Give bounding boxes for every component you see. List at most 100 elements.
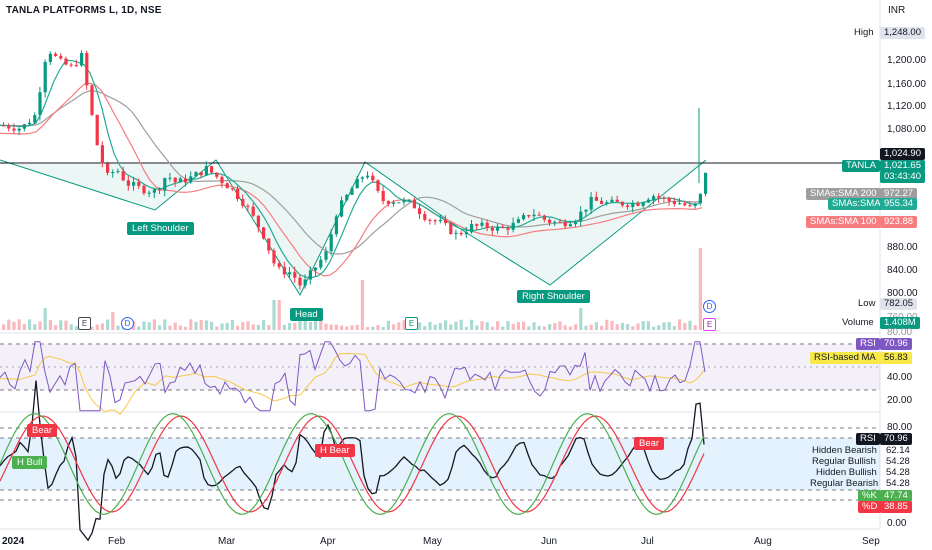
volume-bar bbox=[59, 320, 63, 330]
regular-bearish-value: 54.28 bbox=[886, 478, 910, 489]
earnings-badge-2[interactable]: E bbox=[405, 317, 418, 330]
candle-body bbox=[407, 199, 411, 201]
candle-body bbox=[329, 234, 333, 252]
candle-body bbox=[282, 266, 286, 275]
h-bull-label[interactable]: H Bull bbox=[12, 456, 48, 469]
candle-body bbox=[693, 203, 697, 206]
candle-body bbox=[376, 180, 380, 191]
volume-bar bbox=[589, 324, 593, 330]
regular-bullish-value: 54.28 bbox=[886, 456, 910, 467]
volume-bar bbox=[282, 324, 286, 330]
volume-bar bbox=[449, 324, 453, 330]
volume-bar bbox=[54, 325, 58, 330]
candle-body bbox=[652, 196, 656, 200]
candle-body bbox=[38, 92, 42, 116]
volume-bar bbox=[163, 319, 167, 330]
volume-bar bbox=[605, 319, 609, 330]
volume-bar bbox=[371, 326, 375, 330]
dividend-badge-2[interactable]: D bbox=[703, 300, 716, 313]
candle-body bbox=[220, 176, 224, 184]
hidden-bullish-value: 54.28 bbox=[886, 467, 910, 478]
volume-bar bbox=[652, 326, 656, 330]
candle-body bbox=[189, 176, 193, 183]
candle-body bbox=[236, 188, 240, 200]
volume-bar bbox=[168, 325, 172, 330]
volume-bar bbox=[516, 322, 520, 330]
sma50-value: 955.34 bbox=[880, 198, 918, 210]
hidden-bullish-label: Hidden Bullish bbox=[816, 467, 877, 478]
sma50-label: SMAs:SMA 50 bbox=[828, 198, 898, 210]
candle-body bbox=[667, 198, 671, 202]
candle-body bbox=[516, 219, 520, 223]
candle-body bbox=[615, 199, 619, 202]
rsi-tick-40: 40.00 bbox=[887, 372, 913, 383]
volume-bar bbox=[22, 323, 26, 330]
candle-body bbox=[17, 128, 21, 131]
volume-bar bbox=[511, 323, 515, 330]
neckline-value: 1,024.90 bbox=[880, 148, 925, 160]
k-label: %K bbox=[858, 490, 881, 502]
price-tick-1200: 1,200.00 bbox=[887, 55, 926, 66]
candle-body bbox=[345, 194, 349, 201]
earnings-badge-1[interactable]: E bbox=[78, 317, 91, 330]
candle-body bbox=[241, 199, 245, 206]
candle-body bbox=[371, 175, 375, 181]
h-bear-label[interactable]: H Bear bbox=[315, 444, 355, 457]
candle-body bbox=[43, 61, 47, 93]
bear-label-2[interactable]: Bear bbox=[634, 437, 665, 450]
volume-bar bbox=[106, 319, 110, 330]
volume-bar bbox=[152, 319, 156, 330]
volume-bar bbox=[324, 323, 328, 330]
candle-body bbox=[579, 211, 583, 222]
volume-bar bbox=[485, 322, 489, 330]
candle-body bbox=[147, 192, 151, 194]
candle-body bbox=[12, 128, 16, 131]
candle-body bbox=[418, 208, 422, 215]
candle-body bbox=[574, 221, 578, 225]
volume-bar bbox=[7, 319, 11, 330]
moving-averages bbox=[0, 59, 703, 279]
candle-body bbox=[397, 202, 401, 204]
volume-bar bbox=[636, 323, 640, 330]
candle-body bbox=[80, 53, 84, 66]
candle-body bbox=[620, 201, 624, 206]
candle-body bbox=[506, 227, 510, 230]
volume-bar bbox=[506, 321, 510, 330]
candle-body bbox=[152, 189, 156, 193]
right-shoulder-label[interactable]: Right Shoulder bbox=[517, 290, 590, 303]
volume-bar bbox=[553, 323, 557, 330]
candle-body bbox=[340, 200, 344, 217]
candle-body bbox=[433, 220, 437, 222]
volume-bar bbox=[558, 321, 562, 330]
sma100-line bbox=[0, 82, 703, 277]
stoch-rsi-label: RSI bbox=[856, 433, 880, 445]
candle-body bbox=[594, 196, 598, 201]
volume-bar bbox=[225, 322, 229, 330]
dividend-badge-1[interactable]: D bbox=[121, 317, 134, 330]
candle-body bbox=[464, 232, 468, 235]
left-shoulder-label[interactable]: Left Shoulder bbox=[127, 222, 194, 235]
candle-body bbox=[496, 226, 500, 231]
volume-bar bbox=[397, 322, 401, 330]
candle-body bbox=[350, 188, 354, 195]
volume-bar bbox=[184, 326, 188, 330]
candle-body bbox=[698, 193, 702, 204]
volume-bar bbox=[340, 325, 344, 330]
volume-bar bbox=[501, 326, 505, 330]
chart-title: TANLA PLATFORMS L, 1D, NSE bbox=[6, 5, 162, 16]
candle-body bbox=[85, 53, 89, 86]
stoch-band bbox=[0, 438, 880, 490]
low-label: Low bbox=[858, 298, 876, 309]
stoch-tick-80: 80.00 bbox=[887, 422, 913, 433]
head-label[interactable]: Head bbox=[290, 308, 323, 321]
volume-bar bbox=[574, 324, 578, 330]
volume-bar bbox=[303, 320, 307, 330]
earnings-badge-3[interactable]: E bbox=[703, 318, 716, 331]
bear-label-1[interactable]: Bear bbox=[27, 424, 58, 437]
candle-body bbox=[605, 202, 609, 204]
volume-bar bbox=[532, 322, 536, 330]
candle-body bbox=[126, 180, 130, 186]
sma200-label: SMAs:SMA 200 bbox=[806, 188, 881, 200]
volume-bar bbox=[475, 325, 479, 330]
